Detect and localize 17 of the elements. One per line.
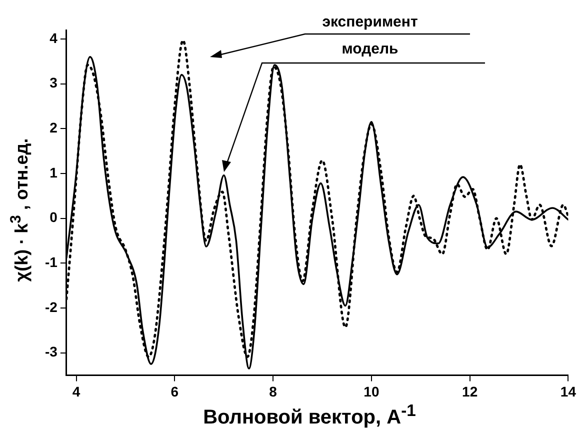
x-tick-label: 8 <box>269 383 278 400</box>
annotation: модель <box>342 40 398 58</box>
x-axis-title: Волновой вектор, A$^{-1}$ <box>202 401 417 430</box>
y-tick-label: 3 <box>50 74 58 91</box>
y-tick-label: 1 <box>50 164 58 180</box>
x-tick-label: 14 <box>560 383 576 400</box>
x-tick-label: 4 <box>72 383 80 400</box>
y-tick-label: 2 <box>50 119 58 136</box>
x-tick-label: 6 <box>170 383 179 400</box>
y-tick-label: -1 <box>44 254 58 270</box>
x-tick-label: 12 <box>462 383 478 400</box>
x-tick-label: 10 <box>364 383 380 400</box>
annotation: эксперимент <box>322 14 418 31</box>
y-tick-label: 0 <box>50 209 58 226</box>
y-tick-label: -2 <box>44 298 58 315</box>
y-tick-label: 4 <box>50 30 58 46</box>
y-tick-label: -3 <box>44 344 58 360</box>
